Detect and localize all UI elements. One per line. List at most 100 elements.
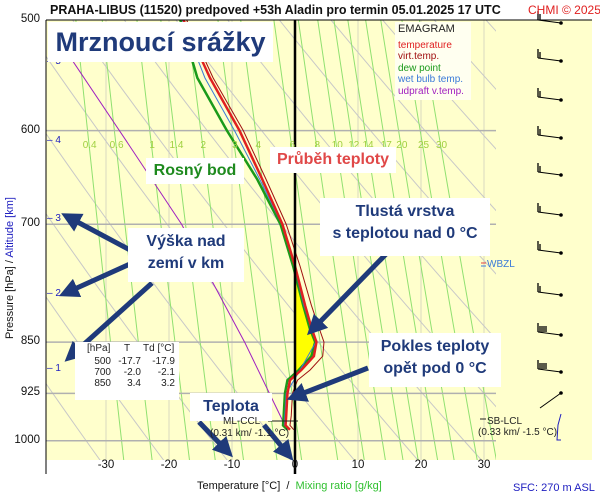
mixing-ratio-label: 12 [348,140,360,151]
altitude-tick-label: – 1 [47,363,61,374]
y-tick-label: 500 [20,13,40,25]
y-tick-label: 1000 [14,433,40,446]
table-cell: -17.9 [152,356,175,367]
x-tick-label: -20 [160,459,178,471]
mixing-ratio-label: 4 [255,140,262,151]
legend-dew-point: dew point [398,62,441,74]
mixing-ratio-line [401,20,478,460]
wind-barb [537,163,563,177]
table-row: 700 -2.0 -2.1 [75,367,179,378]
y-tick-label: 700 [20,217,40,230]
mixing-ratio-label: 1 [149,140,155,151]
wind-barb-staff [537,368,562,373]
wind-barb [537,49,563,63]
mixing-ratio-label: 30 [435,140,448,151]
table-cell: -2.0 [123,367,141,378]
table-cell: -2.1 [157,367,175,378]
x-axis-label: Temperature [°C] / Mixing ratio [g/kg] [197,480,382,492]
table-cell: 3.2 [161,378,175,389]
dry-adiabat [46,296,165,460]
table-cell: 850 [94,378,111,389]
altitude-line-2: zemí v km [147,254,225,272]
annotation-arrow [286,365,369,402]
x-tick-label: -10 [223,459,241,471]
wind-barb-dot [559,173,563,177]
table-cell: -17.7 [118,356,141,367]
mixing-ratio-line [365,20,439,460]
dry-adiabat [123,20,483,460]
mixing-ratio-label: 8 [314,140,321,151]
table-row: 500 -17.7 -17.9 [75,356,179,367]
wind-barb [537,88,563,102]
dry-adiabat [175,20,496,408]
altitude-label: Výška nad zemí v km [128,228,244,282]
table-header-hpa: [hPa] [87,343,111,354]
dry-adiabat [226,20,496,340]
x-tick-label: -30 [97,459,115,471]
table-header-td: Td [°C] [143,343,175,354]
dry-adiabat [381,20,496,150]
dry-adiabat [46,212,228,460]
wind-barb-staff [537,291,562,296]
legend-virt-temp: virt.temp. [398,51,440,62]
annotation-arrow [61,213,132,253]
pressure-axis-label: Pressure [hPa] [4,266,16,339]
wind-barb-staff [537,249,562,254]
wind-barb-dot [559,136,563,140]
wind-barb-dot [559,98,563,102]
mixing-ratio-label: 10 [331,140,343,151]
wind-barb-dot [559,59,563,63]
mixing-ratio-line [101,20,153,460]
mixing-ratio-axis-label: Mixing ratio [g/kg] [295,480,382,492]
series-udpraft-v-temp- [48,25,286,426]
mixing-ratio-label: 6 [289,140,296,151]
wind-barb-dot [559,21,563,25]
temperature-drop-label: Pokles teploty opět pod 0 °C [369,333,501,387]
legend-temperature: temperature [398,39,452,51]
mixing-ratio-line [297,20,365,460]
warm-layer-line-2: s teplotou nad 0 °C [332,224,478,242]
wind-barb-dot [559,370,563,374]
x-tick-label: 10 [351,459,365,471]
warm-layer-label: Tlustá vrstva s teplotou nad 0 °C [320,198,490,256]
copyright: CHMI © 2025 [528,3,600,17]
altitude-axis-label: Altitude [km] [4,197,16,258]
mixing-ratio-line [380,20,455,460]
mixing-ratio-label: 3 [232,140,238,151]
warm-layer-line-1: Tlustá vrstva [355,203,455,220]
temperature-axis-label: Temperature [°C] [197,480,281,492]
wind-barb-staff [537,331,562,336]
table-cell: 3.4 [127,378,141,389]
dry-adiabat [72,20,419,460]
wind-barb [537,11,563,25]
mixing-ratio-line [418,20,496,460]
wind-barb-staff [537,211,562,216]
mixing-ratio-label: 25 [417,140,430,151]
wind-barb-dot [559,213,563,217]
wind-barb [537,323,563,337]
y-tick-label: 925 [20,386,40,399]
ml-ccl-label: ML-CCL [223,416,261,427]
altitude-tick-label: – 2 [47,288,61,299]
annotation-arrow [262,423,294,461]
legend-updraft: udpraft v.temp. [398,85,464,97]
wbzl-label: WBZL [487,259,515,270]
wind-barb [537,203,563,217]
annotation-arrow [307,248,392,336]
wind-barb-staff [537,134,562,139]
temperature-label: Teplota [190,393,272,421]
wind-barb [537,126,563,140]
ml-ccl-value: (0.31 km/ -1.1 °C) [210,428,290,439]
table-header-t: T [124,343,131,354]
surface-wind-blue [556,413,562,441]
wind-barb-staff [537,96,562,101]
mixing-ratio-label: 2 [200,140,207,151]
wind-barb-dot [559,333,563,337]
table-cell: 500 [94,356,111,367]
dry-adiabat [278,20,496,275]
main-title-label: Mrznoucí srážky [48,22,273,62]
mixing-ratio-label: 20 [396,140,408,151]
sb-lcl-value: (0.33 km/ -1.5 °C) [478,427,558,438]
annotation-arrow [197,420,233,458]
mixing-ratio-line [75,20,125,460]
